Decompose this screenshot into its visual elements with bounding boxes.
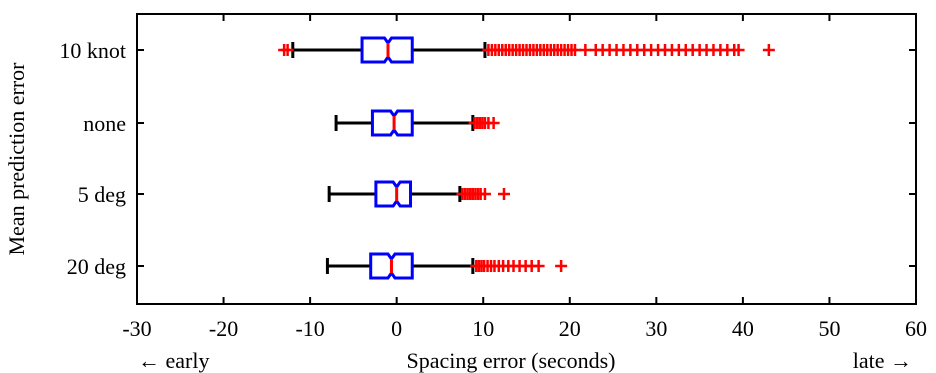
tick-layer: -30 -20 -10 0 10 20 30 40 50 60 10 knot none 5 deg 20… [59,14,927,341]
outlier-marker [555,260,568,272]
x-tick-label: 20 [559,316,581,341]
x-tick-label: -20 [209,316,238,341]
outlier-marker [579,44,592,56]
outlier-marker [532,260,545,272]
iqr-box [374,180,413,208]
x-tick-label: 30 [645,316,667,341]
outlier-marker [281,44,294,56]
plot-layer [278,36,775,280]
box-group [325,252,568,280]
y-category-label: 20 deg [67,254,126,279]
iqr-box [370,109,414,137]
outlier-marker [762,44,775,56]
outlier-marker [497,188,510,200]
x-tick-label: -30 [122,316,151,341]
box-group [334,109,500,137]
outlier-marker [478,188,491,200]
y-axis-label: Mean prediction error [4,62,29,256]
x-tick-label: 10 [472,316,494,341]
outlier-marker [732,44,745,56]
y-category-label: 10 knot [59,38,126,63]
outlier-marker [568,44,581,56]
x-tick-label: 0 [391,316,402,341]
x-tick-label: 50 [818,316,840,341]
x-tick-label: 60 [905,316,927,341]
y-category-label: none [83,111,126,136]
x-tick-label: -10 [295,316,324,341]
box-group [278,36,775,64]
early-note: ← early [138,348,209,373]
axes-frame [136,13,917,305]
box-group [327,180,510,208]
late-note: late → [853,348,912,373]
x-axis-label: Spacing error (seconds) [407,348,616,373]
outlier-marker [487,117,500,129]
y-category-label: 5 deg [78,182,126,207]
x-tick-label: 40 [732,316,754,341]
